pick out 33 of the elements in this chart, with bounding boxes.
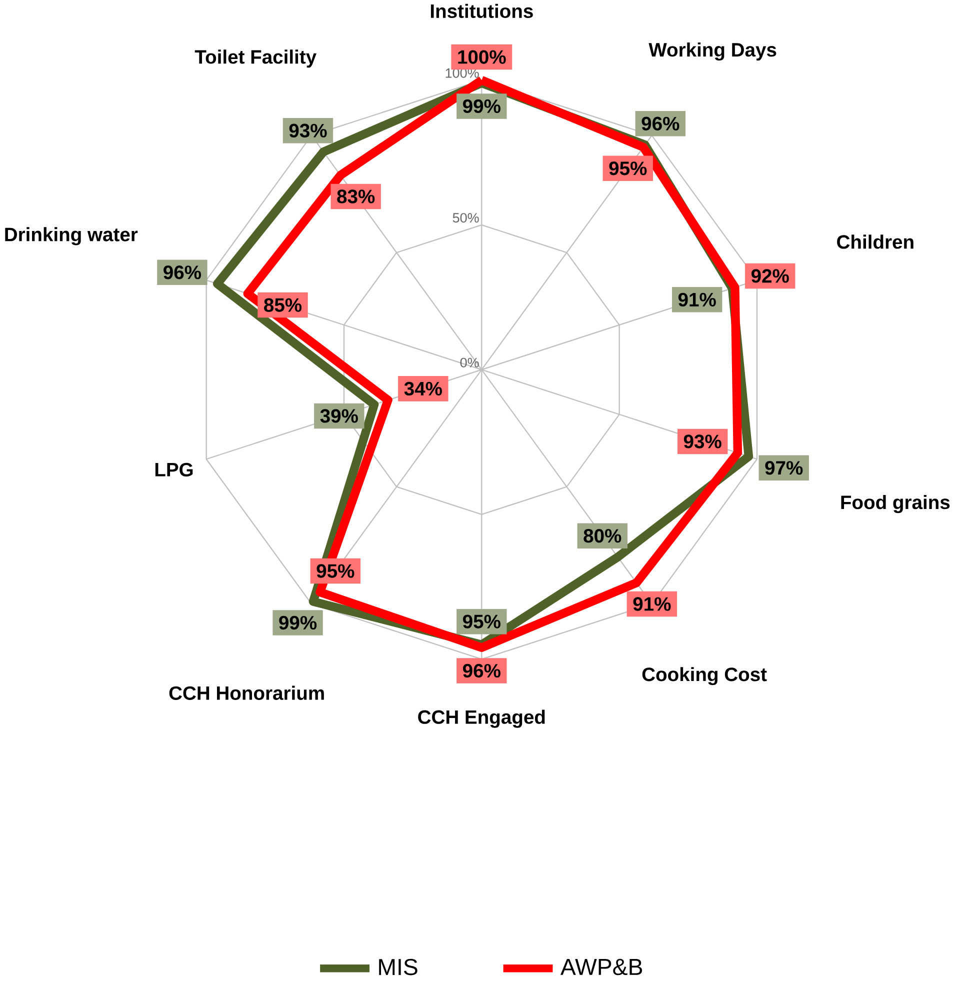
spoke-label: Cooking Cost [642, 667, 767, 686]
data-label: 85% [264, 298, 302, 312]
data-label: 91% [633, 597, 671, 611]
spoke-label: Food grains [841, 494, 950, 514]
spoke-label: Drinking water [5, 227, 138, 246]
data-label: 39% [320, 409, 358, 423]
data-label: 96% [642, 116, 680, 130]
y-tick-label: 50% [452, 213, 479, 223]
data-label: 96% [163, 266, 201, 280]
spoke-label: Toilet Facility [194, 50, 316, 68]
spoke-label: CCH Engaged [418, 710, 545, 728]
data-label: 96% [462, 664, 500, 678]
spoke-label: Children [836, 234, 914, 249]
spoke-label: CCH Honorarium [169, 686, 324, 700]
legend-label: AWP&B [560, 958, 642, 976]
data-label: 95% [462, 614, 500, 628]
data-label: 97% [765, 461, 803, 475]
data-label: 91% [678, 292, 716, 306]
data-label: 99% [462, 99, 500, 114]
data-label: 93% [289, 124, 327, 138]
spoke-label: LPG [155, 462, 193, 476]
spoke-label: Working Days [648, 42, 776, 61]
data-label: 99% [279, 616, 316, 630]
legend-label: MIS [379, 958, 418, 976]
data-label: 95% [316, 564, 354, 578]
data-label: 80% [584, 529, 622, 543]
data-label: 92% [751, 269, 789, 283]
y-tick-label: 0% [460, 358, 479, 368]
spoke-label: Institutions [430, 4, 533, 18]
data-label: 83% [337, 190, 375, 204]
data-label: 93% [684, 434, 722, 448]
data-label: 34% [404, 382, 442, 396]
data-label: 95% [609, 162, 647, 176]
